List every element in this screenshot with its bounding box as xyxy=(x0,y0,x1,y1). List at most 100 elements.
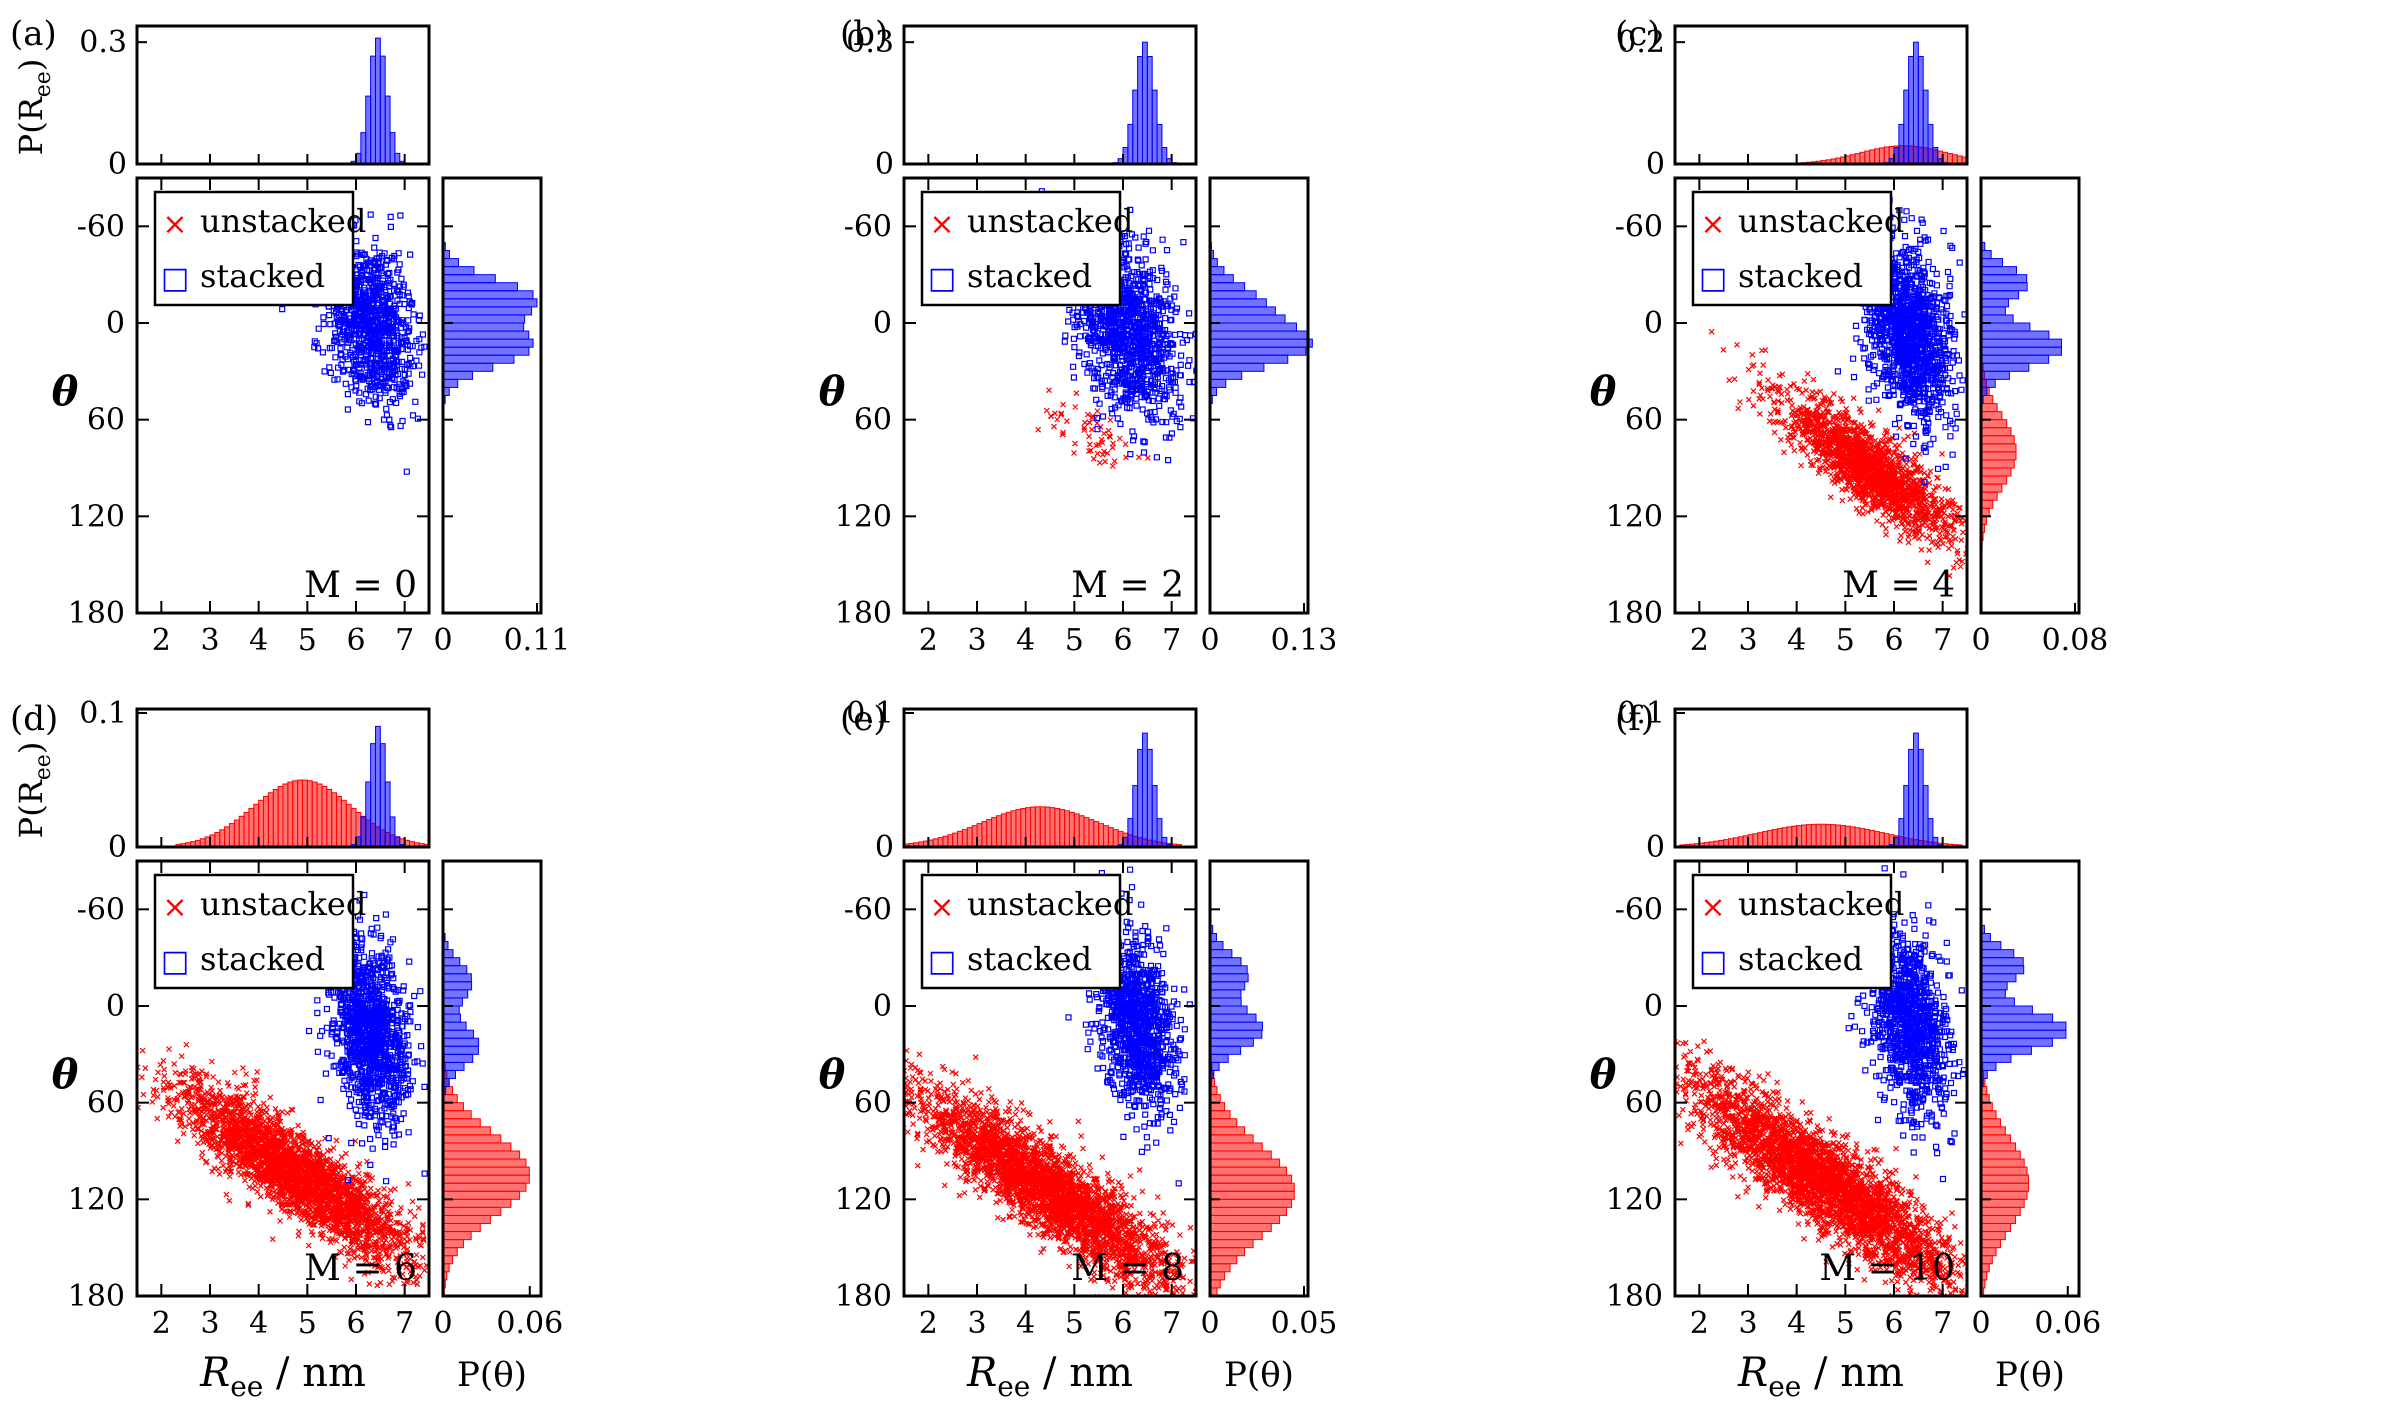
x-tick-label: 7 xyxy=(1162,1306,1181,1341)
unstacked-bar xyxy=(442,1223,481,1233)
stacked-bar xyxy=(1912,41,1919,165)
xlabel-unit: / nm xyxy=(1801,1350,1904,1396)
unstacked-bar xyxy=(238,815,245,848)
stacked-bar xyxy=(1908,55,1914,165)
unstacked-bar xyxy=(1980,435,2015,445)
unstacked-bar xyxy=(1878,147,1885,165)
side-hist-tick-label: 0 xyxy=(1200,623,1219,658)
side-hist-tick-label: 0.06 xyxy=(2034,1306,2101,1341)
top-hist-tick-label: 0.1 xyxy=(846,696,894,731)
unstacked-bar xyxy=(442,1134,502,1144)
stacked-bar xyxy=(1980,282,2028,292)
unstacked-bar xyxy=(1771,829,1778,848)
panel-label: (f) xyxy=(1615,699,1654,739)
unstacked-bar xyxy=(442,1142,512,1152)
stacked-bar xyxy=(1209,1053,1229,1063)
unstacked-bar xyxy=(442,1198,512,1208)
unstacked-bar xyxy=(1054,807,1061,848)
side-hist-tick-label: 0 xyxy=(433,1306,452,1341)
stacked-bar xyxy=(1137,55,1143,165)
stacked-bar xyxy=(1156,123,1163,165)
stacked-bar xyxy=(1209,266,1225,276)
x-tick-label: 7 xyxy=(395,1306,414,1341)
scatter-frame xyxy=(1673,859,1969,1298)
panel-label: (e) xyxy=(840,699,887,739)
unstacked-bar xyxy=(1209,1110,1231,1120)
y-tick-label: 0 xyxy=(873,989,892,1024)
stacked-bar xyxy=(1980,274,2028,284)
unstacked-bar xyxy=(1103,825,1109,848)
unstacked-bar xyxy=(1980,411,2003,421)
stacked-bar xyxy=(1980,314,2014,324)
stacked-bar xyxy=(1209,957,1242,967)
x-tick-label: 5 xyxy=(1065,623,1084,658)
y-tick-label: 180 xyxy=(835,596,892,631)
y-tick-label: -60 xyxy=(844,209,892,244)
y-tick-label: 120 xyxy=(835,1182,892,1217)
y-tick-label: 60 xyxy=(1625,403,1663,438)
stacked-bar xyxy=(442,370,474,380)
side-histogram: 0 0.11 xyxy=(433,176,570,658)
stacked-bar xyxy=(379,55,386,165)
side-hist-frame xyxy=(1208,176,1310,615)
stacked-bar xyxy=(442,1037,480,1047)
stacked-bar xyxy=(1137,748,1143,848)
unstacked-bar xyxy=(442,1094,458,1104)
y-axis-label: θ xyxy=(1590,369,1617,416)
x-tick-label: 3 xyxy=(1738,623,1757,658)
stacked-bar xyxy=(442,330,530,340)
side-hist-tick-label: 0 xyxy=(1200,1306,1219,1341)
legend-unstacked-marker: × xyxy=(162,890,187,925)
scatter-points xyxy=(1708,196,1967,579)
unstacked-bar xyxy=(1980,1198,2025,1208)
y-tick-label: 0 xyxy=(106,989,125,1024)
stacked-bar xyxy=(1209,282,1246,292)
stacked-bar xyxy=(1980,1013,2054,1023)
unstacked-bar xyxy=(233,819,240,848)
x-tick-label: 7 xyxy=(1933,623,1952,658)
x-tick-label: 4 xyxy=(249,623,268,658)
unstacked-bar xyxy=(1947,153,1953,165)
stacked-bar xyxy=(442,298,538,308)
unstacked-bar xyxy=(1064,810,1070,848)
unstacked-bar xyxy=(1810,823,1817,848)
y-tick-label: 60 xyxy=(854,1086,892,1121)
x-tick-label: 2 xyxy=(152,1306,171,1341)
unstacked-bar xyxy=(442,1190,521,1200)
stacked-bar xyxy=(1980,949,2015,959)
stacked-bar xyxy=(1980,306,2006,316)
unstacked-bar xyxy=(1766,830,1773,848)
unstacked-bar xyxy=(995,815,1002,848)
stacked-bar xyxy=(1209,274,1234,284)
top-hist-tick-label: 0.1 xyxy=(1617,696,1665,731)
side-hist-tick-label: 0 xyxy=(433,623,452,658)
stacked-bar xyxy=(442,266,475,276)
unstacked-bar xyxy=(1980,403,1998,413)
top-histogram: 00.1 xyxy=(1617,696,1969,865)
stacked-bar xyxy=(365,781,372,848)
stacked-bar xyxy=(1209,290,1257,300)
side-hist-tick-label: 0.08 xyxy=(2042,623,2109,658)
stacked-markers xyxy=(305,891,429,1185)
side-hist-tick-label: 0 xyxy=(1971,623,1990,658)
xlabel-main: R xyxy=(966,1350,997,1396)
x-tick-label: 3 xyxy=(1738,1306,1757,1341)
unstacked-bar xyxy=(1980,1110,1997,1120)
unstacked-bar xyxy=(1980,475,2008,485)
legend-stacked-marker: □ xyxy=(928,944,956,979)
x-tick-label: 2 xyxy=(152,623,171,658)
stacked-bar xyxy=(1980,1005,2033,1015)
x-tick-label: 6 xyxy=(1113,1306,1132,1341)
unstacked-bar xyxy=(272,788,279,848)
stacked-bar xyxy=(1980,378,1996,388)
stacked-bar xyxy=(1980,989,2006,999)
stacked-bar xyxy=(442,258,459,268)
stacked-bar xyxy=(1980,1045,2032,1055)
stacked-bar xyxy=(370,743,376,848)
panel-label: (d) xyxy=(10,699,58,739)
y-tick-label: 60 xyxy=(854,403,892,438)
unstacked-bar xyxy=(1000,813,1007,848)
side-histogram: 0 0.06 xyxy=(1971,859,2101,1341)
stacked-bar xyxy=(1903,89,1910,165)
